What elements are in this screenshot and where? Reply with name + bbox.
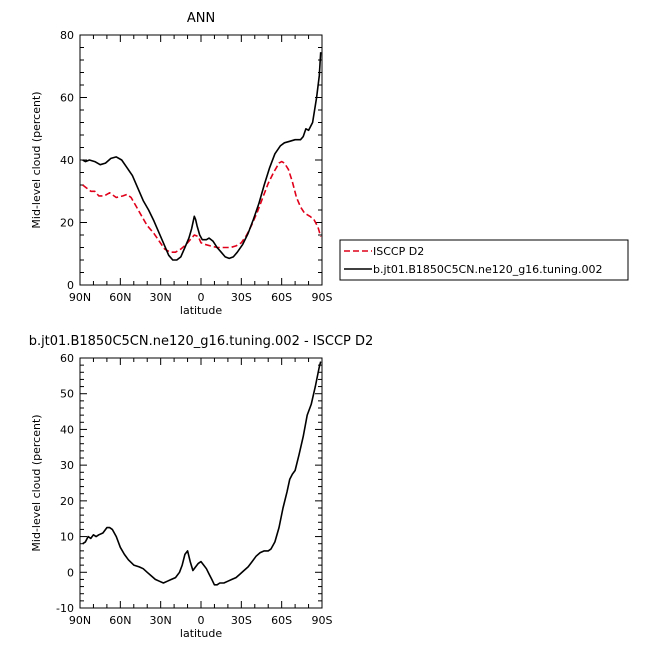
x-tick-label: 0 (198, 614, 205, 627)
x-tick-label: 30N (150, 291, 172, 304)
legend-box (339, 239, 629, 281)
x-tick-label: 0 (198, 291, 205, 304)
x-tick-label: 90N (69, 614, 91, 627)
chart-panel-1: ANN 0 20 40 60 80 90N 60N 30N 0 30S 60S 90S latitude M… (30, 11, 629, 317)
x-tick-label: 60N (109, 291, 131, 304)
y-tick-label: 60 (60, 92, 74, 105)
x-axis-label: latitude (180, 304, 222, 317)
chart-title: b.jt01.B1850C5CN.ne120_g16.tuning.002 - … (29, 334, 374, 349)
series-line-1 (82, 361, 322, 586)
x-tick-label: 30S (231, 291, 252, 304)
y-tick-label: 40 (60, 423, 74, 436)
plot-frame (79, 34, 323, 286)
y-tick-label: 50 (60, 388, 74, 401)
y-tick-label: 40 (60, 154, 74, 167)
legend-label-1: ISCCP D2 (373, 245, 424, 258)
x-tick-label: 60S (271, 291, 292, 304)
legend-label-2: b.jt01.B1850C5CN.ne120_g16.tuning.002 (373, 263, 602, 276)
chart-panel-2: b.jt01.B1850C5CN.ne120_g16.tuning.002 - … (29, 334, 374, 640)
y-tick-label: 60 (60, 352, 74, 365)
x-axis-label: latitude (180, 627, 222, 640)
x-tick-label: 60N (109, 614, 131, 627)
series-line-2 (82, 52, 322, 261)
y-tick-label: 30 (60, 459, 74, 472)
y-axis-label: Mid-level cloud (percent) (30, 91, 43, 228)
y-tick-label: 10 (60, 531, 74, 544)
x-tick-label: 30S (231, 614, 252, 627)
x-tick-label: 90S (312, 291, 333, 304)
y-tick-label: 20 (60, 495, 74, 508)
y-tick-label: 20 (60, 217, 74, 230)
series-line-1 (82, 160, 322, 253)
plot-frame (79, 357, 323, 609)
y-tick-label: 0 (67, 566, 74, 579)
chart-title: ANN (187, 11, 215, 26)
x-tick-label: 60S (271, 614, 292, 627)
y-axis-label: Mid-level cloud (percent) (30, 414, 43, 551)
y-tick-label: 0 (67, 279, 74, 292)
x-tick-label: 30N (150, 614, 172, 627)
x-tick-label: 90S (312, 614, 333, 627)
x-tick-label: 90N (69, 291, 91, 304)
legend: ISCCP D2 b.jt01.B1850C5CN.ne120_g16.tunin… (339, 239, 629, 281)
y-tick-label: 80 (60, 29, 74, 42)
y-tick-label: -10 (56, 602, 74, 615)
